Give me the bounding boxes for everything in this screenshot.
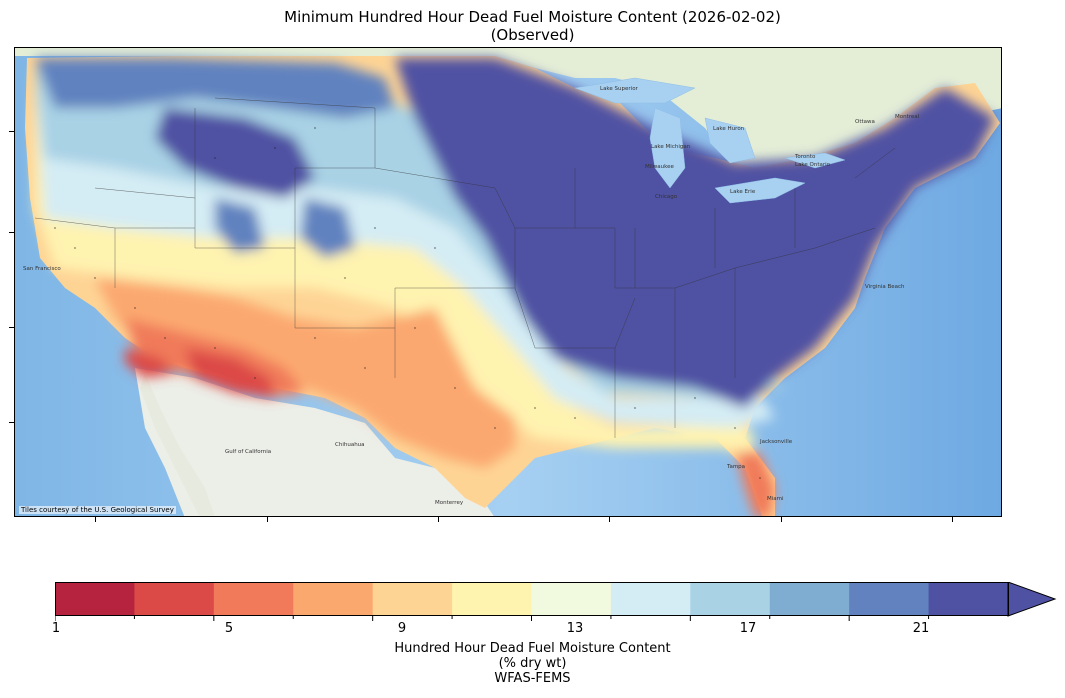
x-tick [95,517,96,522]
y-tick [9,327,14,328]
colorbar-tick-label: 21 [912,621,930,636]
label-monterrey: Monterrey [435,500,464,506]
label-lake-ontario: Lake Ontario [795,162,831,168]
x-tick [781,517,782,522]
colorbar-cell [293,582,374,616]
colorbar-cell [531,582,612,616]
place-labels: San Francisco Chihuahua Monterrey Milwau… [23,86,920,506]
label-ottawa: Ottawa [855,119,875,125]
colorbar-outline [55,582,1009,616]
colorbar-extend-arrow [1007,582,1057,617]
colorbar-ticks [55,616,930,621]
colorbar-tick-label: 5 [224,621,234,636]
colorbar-label-line-3: WFAS-FEMS [494,671,571,686]
colorbar-cell [849,582,930,616]
fuel-moisture-map: San Francisco Chihuahua Monterrey Milwau… [15,48,1001,516]
canada-land [15,48,1001,178]
baja-california [140,373,215,516]
x-tick [267,517,268,522]
map-panel[interactable]: San Francisco Chihuahua Monterrey Milwau… [14,47,1002,517]
mexico-land [135,368,494,516]
colorbar-cell [610,582,691,616]
colorbar-label-line-2: (% dry wt) [498,656,567,671]
chart-title: Minimum Hundred Hour Dead Fuel Moisture … [0,8,1065,44]
colorbar-label-line-1: Hundred Hour Dead Fuel Moisture Content [394,641,671,656]
label-lake-erie: Lake Erie [730,189,756,195]
tile-attribution: Tiles courtesy of the U.S. Geological Su… [19,506,176,514]
moisture-field [35,58,995,516]
y-tick [9,131,14,132]
label-toronto: Toronto [794,154,816,160]
label-chihuahua: Chihuahua [335,442,365,448]
state-boundaries [34,97,896,438]
title-line-2: (Observed) [490,26,575,44]
label-chicago: Chicago [655,194,678,200]
colorbar-cell [55,582,135,616]
label-miami: Miami [767,496,784,502]
colorbar [55,582,1057,621]
label-jacksonville: Jacksonville [759,439,793,445]
label-montreal: Montreal [895,114,920,120]
y-tick [9,422,14,423]
colorbar-cell [769,582,850,616]
label-tampa: Tampa [726,464,745,470]
colorbar-cells [55,582,1009,616]
title-line-1: Minimum Hundred Hour Dead Fuel Moisture … [284,8,781,26]
colorbar-tick-label: 1 [51,621,61,636]
station-markers [54,127,761,479]
x-tick [609,517,610,522]
colorbar-label: Hundred Hour Dead Fuel Moisture Content … [0,641,1065,686]
great-lakes [574,77,846,204]
colorbar-tick-label: 9 [397,621,407,636]
label-lake-superior: Lake Superior [600,86,639,92]
colorbar-tick-label: 13 [566,621,584,636]
colorbar-cell [452,582,532,616]
colorbar-cell [213,582,294,616]
label-lake-michigan: Lake Michigan [651,144,691,150]
x-tick [952,517,953,522]
label-san-francisco: San Francisco [23,266,61,272]
colorbar-cell [690,582,771,616]
x-tick [438,517,439,522]
y-tick [9,232,14,233]
label-gulf-of-california: Gulf of California [225,449,271,455]
label-milwaukee: Milwaukee [645,164,675,170]
colorbar-cell [372,582,453,616]
colorbar-cell [134,582,215,616]
label-virginia-beach: Virginia Beach [865,284,905,290]
label-lake-huron: Lake Huron [713,126,745,132]
colorbar-tick-label: 17 [739,621,757,636]
colorbar-cell [928,582,1009,616]
